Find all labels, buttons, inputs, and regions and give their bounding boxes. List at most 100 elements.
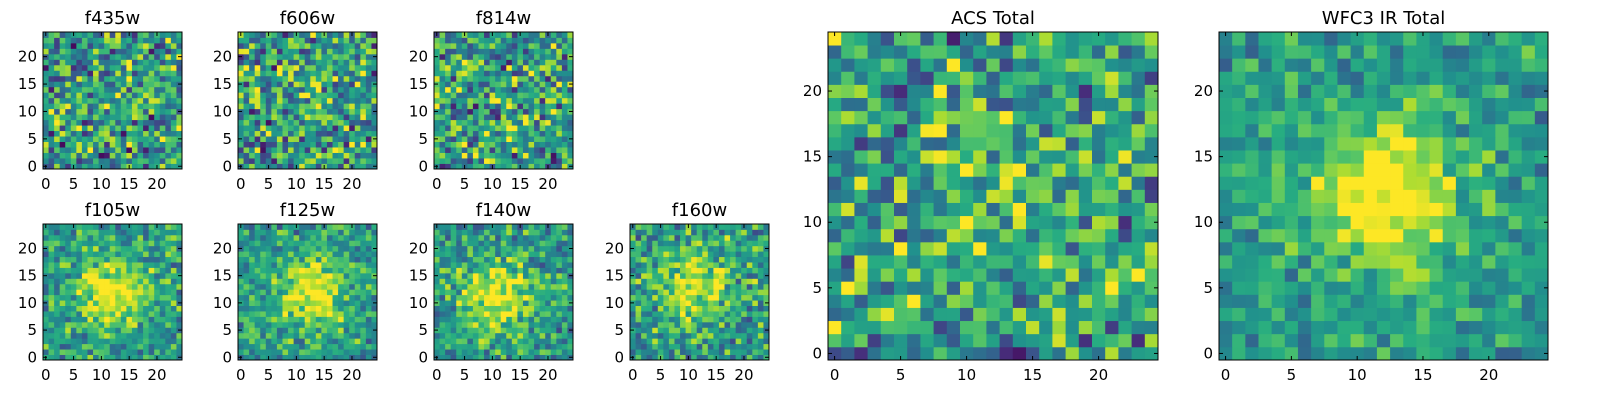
heatmap-cell <box>360 354 367 361</box>
heatmap-cell <box>315 92 322 99</box>
heatmap-cell <box>841 215 855 230</box>
heatmap-cell <box>170 37 177 44</box>
heatmap-cell <box>484 267 490 274</box>
heatmap-cell <box>332 59 339 66</box>
heatmap-cell <box>43 262 49 268</box>
heatmap-cell <box>349 136 356 142</box>
heatmap-cell <box>276 37 283 44</box>
y-tick-label: 5 <box>27 130 37 148</box>
heatmap-cell <box>456 37 463 44</box>
heatmap-cell <box>249 163 256 170</box>
heatmap-cell <box>484 332 490 339</box>
heatmap-cell <box>81 70 88 77</box>
heatmap-cell <box>674 338 681 345</box>
heatmap-cell <box>54 251 61 258</box>
heatmap-cell <box>315 119 322 126</box>
heatmap-cell <box>484 152 490 159</box>
heatmap-cell <box>65 59 72 66</box>
heatmap-cell <box>137 262 144 268</box>
heatmap-cell <box>907 228 921 243</box>
heatmap-cell <box>696 300 703 306</box>
heatmap-cell <box>321 311 328 317</box>
heatmap-cell <box>1026 307 1040 322</box>
heatmap-cell <box>288 343 294 350</box>
heatmap-cell <box>159 256 166 263</box>
heatmap-cell <box>467 86 474 93</box>
heatmap-cell <box>556 163 563 170</box>
heatmap-cell <box>288 240 294 247</box>
heatmap-cell <box>271 262 278 268</box>
heatmap-cell <box>517 251 524 258</box>
heatmap-cell <box>489 59 496 66</box>
heatmap-cell <box>746 338 753 345</box>
heatmap-cell <box>282 229 289 236</box>
heatmap-cell <box>254 349 261 355</box>
heatmap-cell <box>165 294 172 301</box>
heatmap-cell <box>265 108 272 115</box>
heatmap-cell <box>354 354 361 361</box>
heatmap-cell <box>154 316 161 323</box>
heatmap-cell <box>763 349 770 355</box>
heatmap-cell <box>249 283 256 290</box>
heatmap-cell <box>338 86 345 93</box>
heatmap-cell <box>757 343 764 350</box>
heatmap-cell <box>76 70 83 77</box>
heatmap-cell <box>556 92 563 99</box>
heatmap-cell <box>674 300 681 306</box>
heatmap-cell <box>763 289 770 296</box>
heatmap-cell <box>456 125 463 132</box>
heatmap-cell <box>120 305 127 312</box>
heatmap-cell <box>326 289 333 296</box>
heatmap-cell <box>176 158 183 164</box>
heatmap-cell <box>288 229 294 236</box>
heatmap-cell <box>685 327 692 334</box>
heatmap-cell <box>48 97 55 104</box>
heatmap-cell <box>550 354 557 361</box>
heatmap-cell <box>506 262 513 268</box>
heatmap-cell <box>76 103 83 110</box>
heatmap-cell <box>48 70 55 77</box>
heatmap-cell <box>126 300 133 306</box>
x-tick-label: 15 <box>511 175 530 193</box>
heatmap-cell <box>332 64 339 71</box>
heatmap-cell <box>137 300 144 306</box>
heatmap-cell <box>567 158 574 164</box>
heatmap-cell <box>828 255 842 269</box>
heatmap-cell <box>115 163 122 170</box>
heatmap-cell <box>326 53 333 60</box>
heatmap-cell <box>506 37 513 44</box>
heatmap-cell <box>550 32 557 38</box>
heatmap-cell <box>506 125 513 132</box>
y-tick-label: 15 <box>213 75 232 93</box>
heatmap-cell <box>120 267 127 274</box>
heatmap-cell <box>143 64 150 71</box>
heatmap-cell <box>315 321 322 328</box>
heatmap-cell <box>59 70 66 77</box>
heatmap-cell <box>907 281 921 295</box>
heatmap-cell <box>506 289 513 296</box>
heatmap-cell <box>371 152 378 159</box>
heatmap-cell <box>534 311 541 317</box>
heatmap-cell <box>880 176 895 190</box>
heatmap-cell <box>1118 176 1132 190</box>
heatmap-cell <box>495 256 502 263</box>
heatmap-cell <box>343 338 350 345</box>
heatmap-cell <box>663 267 670 274</box>
heatmap-cell <box>752 338 759 345</box>
heatmap-cell <box>522 251 529 258</box>
heatmap-cell <box>702 349 709 355</box>
heatmap-cell <box>495 163 502 170</box>
heatmap-cell <box>131 338 138 345</box>
heatmap-cell <box>539 272 546 279</box>
heatmap-cell <box>98 108 105 115</box>
heatmap-cell <box>456 53 463 60</box>
heatmap-cell <box>545 283 552 290</box>
heatmap-cell <box>238 349 244 355</box>
heatmap-cell <box>260 327 267 334</box>
heatmap-cell <box>652 349 659 355</box>
heatmap-cell <box>567 37 574 44</box>
heatmap-cell <box>170 229 177 236</box>
heatmap-cell <box>445 245 452 252</box>
heatmap-cell <box>104 75 111 82</box>
heatmap-cell <box>556 267 563 274</box>
